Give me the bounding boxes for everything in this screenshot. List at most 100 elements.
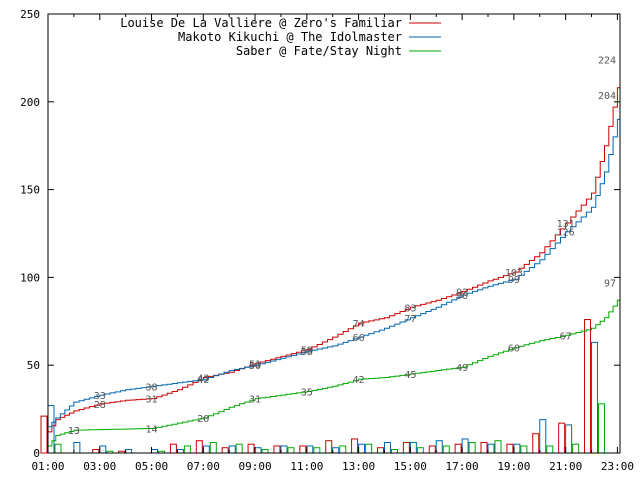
hourly-bar [402,441,410,454]
data-label: 97 [604,279,616,290]
hourly-bar [221,447,229,454]
axes: 0 50 100 150 200 250 01:00 03:00 05:00 07:00 09:00… [20,8,634,473]
y-tick-label: 50 [27,359,40,372]
data-label: 49 [456,363,468,374]
legend: Louise De La Valliere @ Zero's FamiliarM… [120,16,441,58]
x-tick-label: 11:00 [290,460,323,473]
data-label: 224 [598,56,616,67]
hourly-bar [584,319,592,454]
data-label: 45 [404,370,416,381]
hourly-bar [183,445,191,454]
hourly-bar [151,448,159,454]
cumulative-line-1 [48,94,621,428]
x-tick-label: 07:00 [187,460,220,473]
data-label: 58 [301,347,313,358]
hourly-bar [442,445,450,454]
hourly-bar [513,443,521,454]
data-label: 14 [146,424,158,435]
hourly-bar [280,445,288,454]
hourly-bar [195,440,203,454]
cumulative-lines [48,59,621,447]
data-label: 77 [404,314,416,325]
data-label: 50 [249,361,261,372]
x-tick-label: 01:00 [31,460,64,473]
data-label: 31 [249,395,261,406]
hourly-bar [351,438,359,454]
data-label: 20 [197,414,209,425]
hourly-bar [558,422,566,454]
data-label: 66 [353,333,365,344]
x-tick-label: 13:00 [342,460,375,473]
hourly-bar [468,441,476,454]
hourly-bar [480,441,488,454]
hourly-bar [487,443,495,454]
data-label: 13 [68,426,80,437]
hourly-bar [228,445,236,454]
x-tick-label: 05:00 [135,460,168,473]
hourly-bar [99,445,107,454]
hourly-bar [461,438,469,454]
y-tick-label: 150 [20,184,40,197]
data-label: 131 [557,219,575,230]
x-tick-label: 15:00 [394,460,427,473]
hourly-bar [306,445,314,454]
data-label: 43 [197,373,209,384]
hourly-bar [254,447,262,454]
x-tick-label: 03:00 [83,460,116,473]
hourly-bar [169,443,177,454]
hourly-bar [494,440,502,454]
y-tick-label: 200 [20,96,40,109]
hourly-bar [546,445,554,454]
data-label: 59 [301,345,313,356]
hourly-bar [565,424,573,454]
x-tick-label: 17:00 [446,460,479,473]
hourly-bar [125,448,133,454]
data-label: 35 [301,388,313,399]
hourly-bar [235,443,243,454]
hourly-bar [409,441,417,454]
x-tick-label: 09:00 [238,460,271,473]
hourly-bar [332,447,340,454]
data-label: 60 [508,344,520,355]
data-label: 38 [146,382,158,393]
x-tick-label: 21:00 [549,460,582,473]
hourly-bar [202,445,210,454]
data-label: 28 [94,400,106,411]
data-label: 92 [456,287,468,298]
hourly-bar [273,445,281,454]
hourly-bar [54,443,62,454]
data-label: 103 [505,268,523,279]
hourly-bar [539,419,547,454]
y-tick-label: 250 [20,8,40,21]
hourly-bar [376,447,384,454]
data-label: 204 [598,91,616,102]
hourly-bar [416,447,424,454]
y-tick-label: 0 [33,447,40,460]
cumulative-line-0 [48,59,621,433]
hourly-bar [92,448,100,454]
data-label: 74 [353,319,365,330]
data-label: 99 [508,275,520,286]
data-label: 51 [249,359,261,370]
hourly-bar [572,443,580,454]
hourly-bar [591,341,599,454]
hourly-bars [40,319,606,454]
hourly-bar [247,443,255,454]
data-label: 126 [557,228,575,239]
legend-label: Makoto Kikuchi @ The Idolmaster [178,30,402,44]
hourly-bar [390,448,398,454]
hourly-bar [313,447,321,454]
hourly-bar [358,443,366,454]
x-tick-label: 23:00 [601,460,634,473]
data-label: 33 [94,391,106,402]
y-tick-label: 100 [20,271,40,284]
hourly-bar [287,447,295,454]
hourly-bar [176,448,184,454]
data-label: 90 [456,291,468,302]
data-labels: 28 31 43 51 59 74 83 92 103 131 224 33 38 42 50 58 66 77 9… [68,56,616,438]
data-label: 83 [404,303,416,314]
hourly-bar [339,445,347,454]
cumulative-line-2 [48,282,621,447]
hourly-bar [40,415,48,454]
